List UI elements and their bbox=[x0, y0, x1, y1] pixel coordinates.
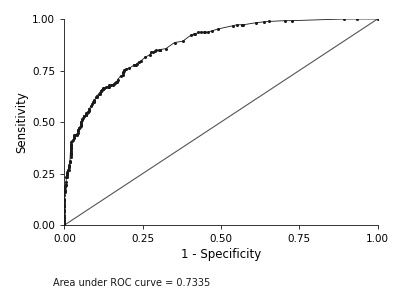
X-axis label: 1 - Specificity: 1 - Specificity bbox=[181, 248, 261, 261]
Y-axis label: Sensitivity: Sensitivity bbox=[15, 91, 28, 153]
Text: Area under ROC curve = 0.7335: Area under ROC curve = 0.7335 bbox=[53, 278, 210, 288]
